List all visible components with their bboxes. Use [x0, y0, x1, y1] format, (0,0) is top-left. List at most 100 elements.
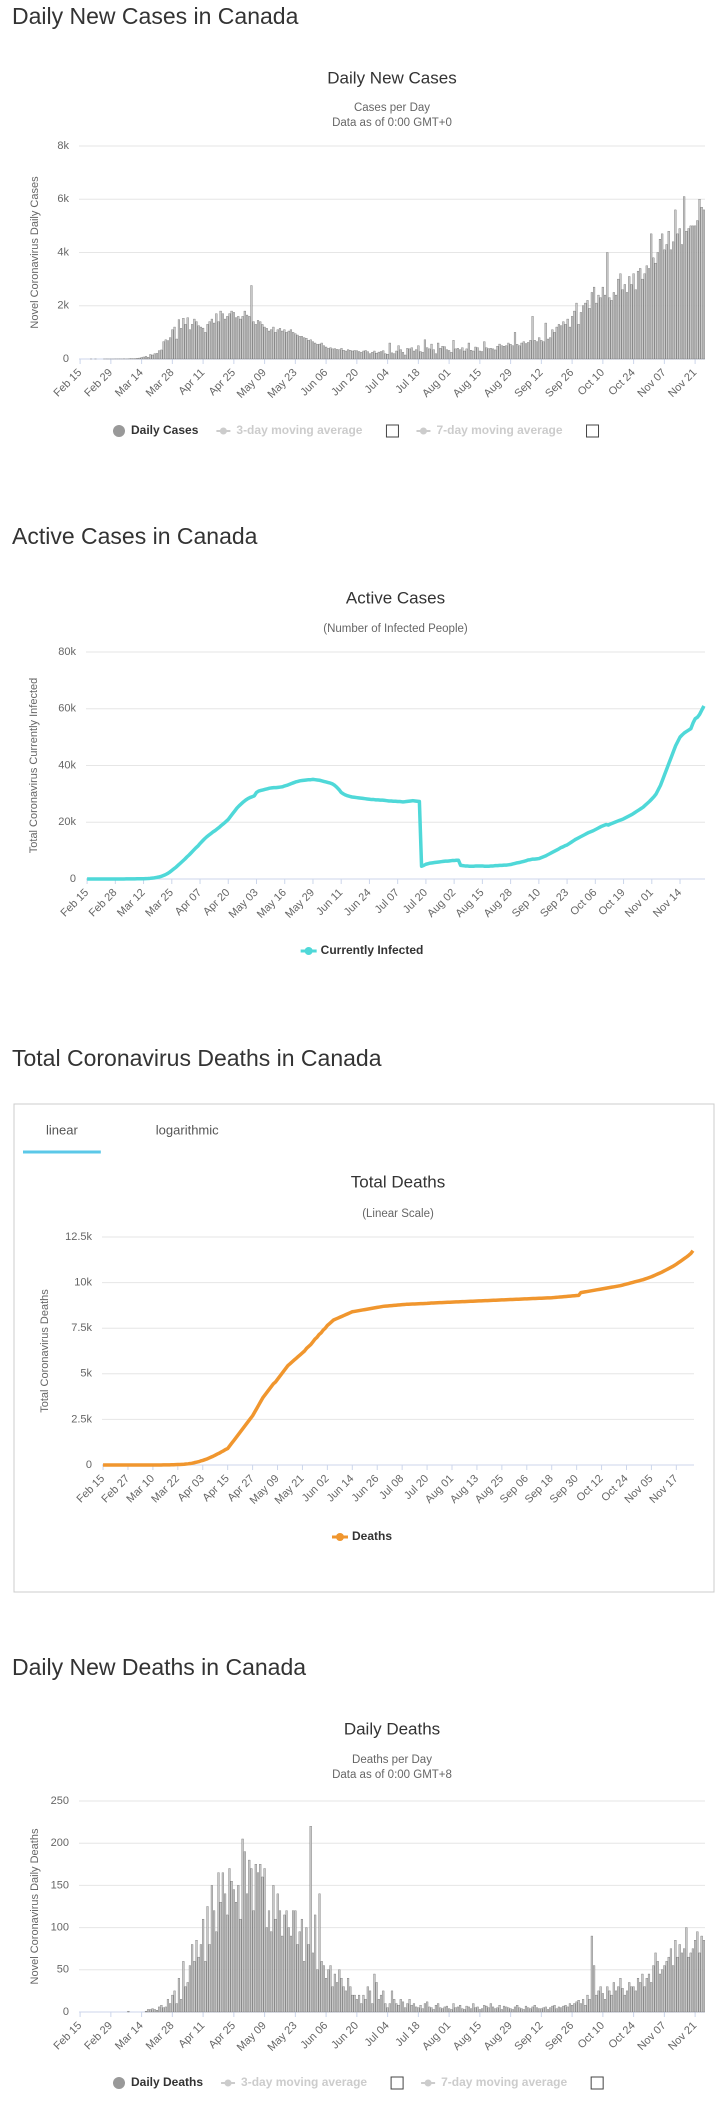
- bar: [610, 300, 613, 360]
- bar: [366, 351, 369, 360]
- bar: [571, 2005, 574, 2013]
- bar: [349, 350, 352, 360]
- bar: [166, 340, 170, 360]
- bar: [254, 324, 257, 360]
- x-tick-label: May 09: [235, 2020, 269, 2054]
- bar: [586, 300, 589, 360]
- legend-label-inactive[interactable]: 7-day moving average: [441, 2075, 567, 2089]
- bar: [406, 348, 409, 360]
- bar: [199, 1944, 202, 2013]
- bar: [641, 1973, 644, 2013]
- y-tick-label: 250: [51, 1795, 69, 1807]
- legend-label[interactable]: Daily Deaths: [131, 2075, 203, 2089]
- bar: [305, 1927, 308, 2013]
- bar: [283, 329, 286, 360]
- bar: [263, 326, 266, 360]
- bar: [419, 351, 422, 360]
- bar: [669, 1948, 673, 2013]
- x-tick-label: Aug 15: [451, 367, 484, 400]
- bar: [601, 286, 604, 360]
- legend-label-inactive[interactable]: 7-day moving average: [436, 423, 562, 437]
- legend-checkbox[interactable]: [385, 424, 399, 438]
- bar: [665, 1961, 668, 2013]
- bar: [215, 1931, 218, 2013]
- bar: [564, 324, 567, 360]
- bar: [678, 228, 681, 360]
- bar: [461, 2008, 464, 2013]
- x-tick-label: Oct 06: [568, 887, 599, 918]
- bar: [338, 1969, 341, 2013]
- bar: [248, 1859, 251, 2013]
- bar: [347, 1978, 350, 2013]
- bar: [685, 1927, 688, 2013]
- bar: [691, 225, 694, 360]
- legend-label[interactable]: Daily Cases: [131, 423, 199, 437]
- x-tick-label: Sep 26: [543, 2020, 576, 2053]
- bar: [579, 2003, 582, 2013]
- bar: [694, 225, 697, 360]
- bar: [155, 353, 159, 360]
- x-tick-label: Feb 29: [82, 367, 115, 400]
- bar: [421, 352, 424, 360]
- bar: [544, 2006, 547, 2013]
- bar: [175, 338, 178, 360]
- bar: [395, 350, 398, 360]
- legend-checkbox[interactable]: [590, 2076, 604, 2090]
- bar: [566, 2006, 569, 2013]
- bar: [696, 220, 699, 360]
- bar: [691, 1948, 694, 2013]
- scale-tab[interactable]: linear: [46, 1122, 78, 1137]
- bar: [285, 1910, 288, 2013]
- bar: [401, 352, 405, 360]
- bar: [210, 1885, 213, 2013]
- bar: [513, 332, 517, 360]
- bar: [274, 332, 277, 360]
- bar: [300, 336, 303, 360]
- bar: [434, 353, 437, 360]
- bar: [423, 339, 427, 360]
- bar: [428, 2006, 431, 2013]
- bar: [579, 312, 582, 360]
- bar: [647, 1973, 651, 2013]
- legend-label[interactable]: Deaths: [352, 1529, 392, 1543]
- bar: [511, 2009, 514, 2013]
- bar: [171, 1994, 174, 2013]
- bar: [281, 330, 284, 360]
- legend-checkbox[interactable]: [586, 424, 600, 438]
- bar: [582, 305, 585, 360]
- bar: [672, 1965, 675, 2013]
- bar: [353, 350, 356, 360]
- bar: [171, 329, 174, 360]
- bar: [136, 358, 139, 360]
- bar: [685, 231, 688, 360]
- y-tick-label: 0: [86, 1459, 92, 1471]
- bar: [278, 1910, 282, 2013]
- y-axis-label: Total Coronavirus Deaths: [39, 1289, 51, 1413]
- bar: [652, 257, 655, 360]
- scale-tab[interactable]: logarithmic: [156, 1122, 219, 1137]
- bar: [533, 340, 536, 360]
- bar: [186, 1982, 189, 2013]
- bar: [467, 2006, 470, 2013]
- legend-checkbox[interactable]: [390, 2076, 404, 2090]
- bar: [158, 350, 161, 360]
- legend-label-inactive[interactable]: 3-day moving average: [241, 2075, 367, 2089]
- chart-subtitle: (Linear Scale): [362, 1208, 434, 1220]
- legend-label-inactive[interactable]: 3-day moving average: [236, 423, 362, 437]
- legend-label[interactable]: Currently Infected: [321, 943, 424, 957]
- legend-symbol: [113, 2077, 125, 2089]
- x-tick-label: Mar 25: [143, 887, 176, 920]
- x-tick-label: Nov 21: [666, 2020, 699, 2053]
- bar: [188, 329, 191, 360]
- x-tick-label: Aug 29: [482, 367, 515, 400]
- bar: [195, 1940, 198, 2013]
- bar: [239, 1918, 242, 2013]
- bar: [333, 1973, 336, 2013]
- bar: [256, 1872, 260, 2013]
- bar: [437, 342, 440, 360]
- bar: [656, 252, 659, 360]
- bar: [529, 2008, 532, 2013]
- bar: [575, 2001, 578, 2013]
- bar: [485, 2005, 488, 2013]
